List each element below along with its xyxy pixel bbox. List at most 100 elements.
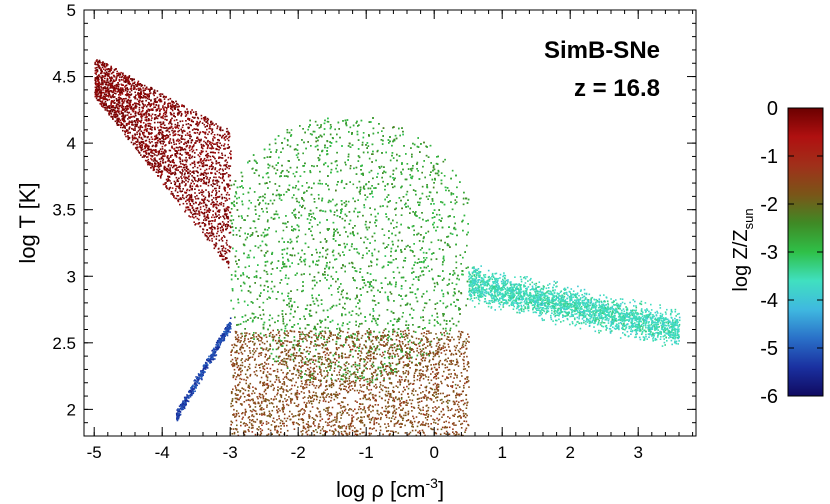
- data-point: [113, 89, 116, 92]
- data-point: [95, 66, 98, 69]
- data-point: [161, 157, 164, 159]
- data-point: [169, 105, 172, 107]
- data-point: [198, 210, 200, 212]
- data-point: [109, 110, 112, 112]
- data-point: [218, 239, 221, 242]
- data-point: [155, 101, 157, 104]
- data-point: [109, 90, 111, 92]
- data-point: [126, 94, 129, 96]
- data-point: [200, 180, 202, 182]
- data-point: [150, 149, 153, 151]
- data-point: [106, 71, 108, 73]
- data-point: [113, 92, 116, 94]
- data-point: [160, 108, 162, 110]
- data-point: [223, 216, 225, 218]
- data-point: [181, 177, 183, 180]
- data-point: [98, 89, 100, 91]
- data-point: [120, 76, 123, 79]
- data-point: [189, 204, 192, 207]
- data-point: [181, 196, 184, 198]
- data-point: [118, 111, 120, 114]
- data-point: [148, 114, 151, 116]
- data-point: [180, 190, 182, 193]
- data-point: [98, 61, 101, 63]
- data-point: [152, 93, 155, 95]
- data-point: [223, 209, 226, 212]
- data-point: [103, 62, 106, 65]
- data-point: [118, 90, 120, 93]
- data-point: [216, 200, 218, 203]
- data-point: [102, 62, 104, 64]
- data-point: [103, 106, 106, 109]
- data-point: [162, 138, 165, 141]
- data-point: [195, 111, 197, 113]
- data-point: [165, 150, 167, 152]
- data-point: [150, 108, 152, 111]
- data-point: [135, 137, 137, 140]
- data-point: [108, 75, 110, 77]
- data-point: [149, 125, 151, 127]
- data-point: [224, 190, 226, 192]
- data-point: [116, 75, 118, 77]
- data-point: [229, 231, 232, 234]
- data-point: [186, 189, 188, 192]
- data-point: [137, 111, 139, 114]
- data-point: [157, 139, 159, 142]
- data-point: [170, 107, 172, 110]
- data-point: [96, 85, 98, 88]
- data-point: [192, 202, 195, 205]
- data-point: [154, 162, 156, 165]
- data-point: [204, 172, 207, 174]
- data-point: [223, 213, 226, 216]
- data-point: [121, 75, 124, 78]
- data-point: [155, 110, 158, 112]
- data-point: [129, 131, 131, 134]
- data-point: [134, 105, 136, 108]
- data-point: [168, 157, 170, 160]
- data-point: [196, 207, 199, 210]
- data-point: [132, 107, 135, 109]
- data-point: [170, 113, 172, 116]
- data-point: [102, 83, 104, 86]
- data-point: [208, 127, 210, 130]
- data-point: [136, 131, 138, 134]
- data-point: [128, 137, 130, 140]
- data-point: [214, 183, 216, 185]
- data-point: [154, 157, 156, 159]
- data-point: [154, 106, 157, 108]
- data-point: [115, 79, 117, 81]
- data-point: [165, 168, 168, 170]
- data-point: [168, 131, 171, 133]
- data-point: [161, 148, 164, 150]
- data-point: [98, 74, 100, 76]
- data-point: [172, 160, 175, 162]
- data-point: [210, 171, 212, 174]
- data-point: [208, 195, 210, 198]
- data-point: [152, 144, 154, 147]
- data-point: [181, 148, 184, 151]
- data-point: [184, 172, 186, 175]
- data-point: [130, 106, 132, 109]
- data-point: [221, 255, 223, 257]
- data-point: [137, 118, 139, 120]
- data-point: [160, 126, 163, 128]
- data-point: [161, 134, 163, 136]
- data-point: [212, 189, 214, 192]
- data-point: [195, 113, 198, 115]
- data-point: [169, 102, 171, 105]
- data-point: [215, 206, 217, 209]
- data-point: [329, 261, 331, 264]
- data-point: [177, 109, 180, 112]
- data-point: [125, 129, 128, 131]
- data-point: [108, 93, 110, 95]
- data-point: [183, 143, 185, 145]
- data-point: [168, 175, 170, 178]
- data-point: [223, 186, 226, 189]
- data-point: [156, 165, 159, 168]
- data-point: [193, 183, 195, 185]
- data-point: [218, 156, 220, 158]
- data-point: [215, 142, 218, 144]
- data-point: [198, 218, 200, 221]
- data-point: [122, 90, 125, 93]
- data-point: [159, 138, 161, 140]
